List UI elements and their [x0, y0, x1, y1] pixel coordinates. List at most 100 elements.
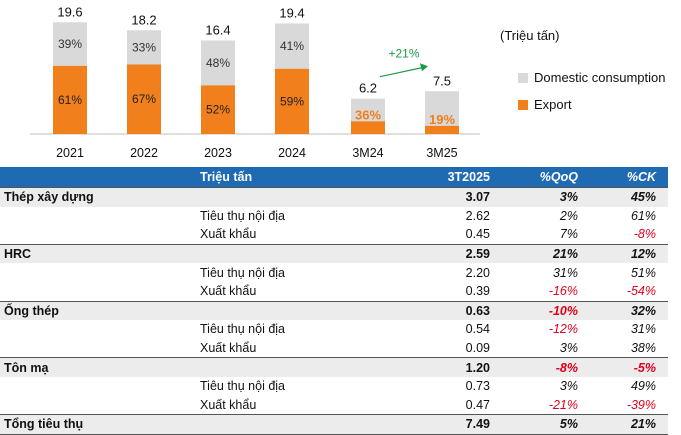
row-category: [0, 377, 196, 396]
row-ck: 45%: [582, 186, 668, 207]
export-pct-label-2022: 67%: [132, 92, 156, 106]
row-qoq: -21%: [548, 397, 578, 412]
row-value: 2.20: [465, 265, 490, 280]
table-body: Thép xây dựng 3.07 3% 45% Tiêu thụ nội địa 2.…: [0, 186, 668, 435]
bar-domestic-3M24: [351, 98, 385, 122]
row-qoq: 7%: [559, 227, 578, 242]
row-value: 7.49: [386, 414, 494, 435]
stacked-bar-chart: 19.6 2021 39% 61% 18.2 2022 33% 67% 16.4 2023 48% 5…: [30, 4, 480, 160]
row-category: Tôn mạ: [0, 357, 196, 377]
table-row: Xuất khẩu 0.39 -16% -54%: [0, 282, 668, 301]
total-label-3M24: 6.2: [359, 81, 377, 96]
row-category: [0, 263, 196, 282]
row-category: [0, 282, 196, 301]
row-ck: 49%: [630, 379, 656, 394]
row-ck: -39%: [626, 397, 656, 412]
row-qoq: 5%: [494, 414, 582, 435]
row-subcategory: Tiêu thụ nội địa: [200, 208, 286, 223]
row-qoq: 3%: [494, 186, 582, 207]
domestic-pct-label-2023: 48%: [206, 56, 230, 70]
row-qoq: 2%: [559, 208, 578, 223]
row-value: 1.20: [386, 357, 494, 377]
bar-domestic-2023: [201, 40, 235, 86]
header-label: Triệu tấn: [196, 167, 386, 188]
table-row: Tổng tiêu thụ 7.49 5% 21%: [0, 414, 668, 435]
row-value: 0.39: [465, 284, 490, 299]
total-label-2021: 19.6: [57, 4, 82, 19]
row-qoq: -8%: [494, 357, 582, 377]
total-label-2023: 16.4: [205, 23, 230, 38]
row-subcategory: Xuất khẩu: [200, 397, 257, 412]
bar-domestic-3M25: [425, 91, 459, 126]
row-ck: 31%: [630, 322, 656, 337]
table-row: Tiêu thụ nội địa 0.54 -12% 31%: [0, 320, 668, 339]
bar-domestic-2022: [127, 30, 161, 65]
row-category: HRC: [0, 243, 196, 264]
row-category: Thép xây dựng: [0, 186, 196, 207]
row-value: 0.09: [465, 341, 490, 356]
row-category: Tổng tiêu thụ: [0, 414, 196, 435]
header-qoq: %QoQ: [494, 167, 582, 188]
row-subcategory: [196, 243, 386, 264]
export-pct-label-2024: 59%: [280, 94, 304, 108]
row-qoq: 31%: [552, 265, 578, 280]
row-qoq: 3%: [559, 341, 578, 356]
export-pct-label-3M24: 36%: [355, 107, 381, 122]
row-value: 2.62: [465, 208, 490, 223]
export-pct-label-2023: 52%: [206, 103, 230, 117]
row-ck: 32%: [582, 300, 668, 321]
row-category: [0, 320, 196, 339]
bar-domestic-2024: [275, 23, 309, 69]
bar-export-2021: [53, 65, 87, 134]
legend-domestic-label: Domestic consumption: [534, 70, 666, 85]
growth-arrow-head: [420, 63, 428, 72]
row-ck: 12%: [582, 243, 668, 264]
row-subcategory: [196, 300, 386, 321]
legend-export-swatch: [518, 99, 528, 110]
row-qoq: -16%: [548, 284, 578, 299]
table-row: Thép xây dựng 3.07 3% 45%: [0, 186, 668, 207]
row-category: [0, 396, 196, 415]
row-value: 2.59: [386, 243, 494, 264]
table-row: Xuất khẩu 0.45 7% -8%: [0, 225, 668, 244]
category-label-2024: 2024: [278, 146, 306, 160]
domestic-pct-label-2021: 39%: [58, 37, 82, 51]
row-value: 0.47: [465, 397, 490, 412]
table-row: Xuất khẩu 0.09 3% 38%: [0, 339, 668, 358]
row-subcategory: [196, 414, 386, 435]
legend-domestic: Domestic consumption: [518, 70, 666, 85]
row-qoq: -12%: [548, 322, 578, 337]
growth-annotation: +21%: [388, 46, 419, 60]
row-subcategory: Xuất khẩu: [200, 284, 257, 299]
bar-export-3M24: [351, 121, 385, 134]
table-row: Tiêu thụ nội địa 0.73 3% 49%: [0, 377, 668, 396]
table-header-row: Triệu tấn 3T2025 %QoQ %CK: [0, 167, 668, 188]
row-subcategory: Xuất khẩu: [200, 341, 257, 356]
row-subcategory: Tiêu thụ nội địa: [200, 322, 286, 337]
row-ck: 61%: [630, 208, 656, 223]
table-row: Tiêu thụ nội địa 2.62 2% 61%: [0, 207, 668, 226]
row-qoq: 3%: [559, 379, 578, 394]
header-ck: %CK: [582, 167, 668, 188]
total-label-2024: 19.4: [279, 5, 304, 20]
legend-export-label: Export: [534, 97, 572, 112]
category-label-2022: 2022: [130, 146, 158, 160]
table-row: Tiêu thụ nội địa 2.20 31% 51%: [0, 263, 668, 282]
table-row: Xuất khẩu 0.47 -21% -39%: [0, 396, 668, 415]
total-label-3M25: 7.5: [433, 73, 451, 88]
header-3t2025: 3T2025: [386, 167, 494, 188]
row-subcategory: Xuất khẩu: [200, 227, 257, 242]
table-row: HRC 2.59 21% 12%: [0, 243, 668, 264]
total-label-2022: 18.2: [131, 12, 156, 27]
header-blank: [0, 167, 196, 188]
row-subcategory: [196, 357, 386, 377]
row-ck: 51%: [630, 265, 656, 280]
legend-export: Export: [518, 97, 572, 112]
growth-arrow-line: [379, 66, 425, 78]
consumption-table: Triệu tấn 3T2025 %QoQ %CK Thép xây dựng 3…: [0, 167, 668, 435]
row-value: 0.63: [386, 300, 494, 321]
export-pct-label-3M25: 19%: [429, 112, 455, 127]
row-value: 3.07: [386, 186, 494, 207]
row-subcategory: [196, 186, 386, 207]
domestic-pct-label-2022: 33%: [132, 40, 156, 54]
